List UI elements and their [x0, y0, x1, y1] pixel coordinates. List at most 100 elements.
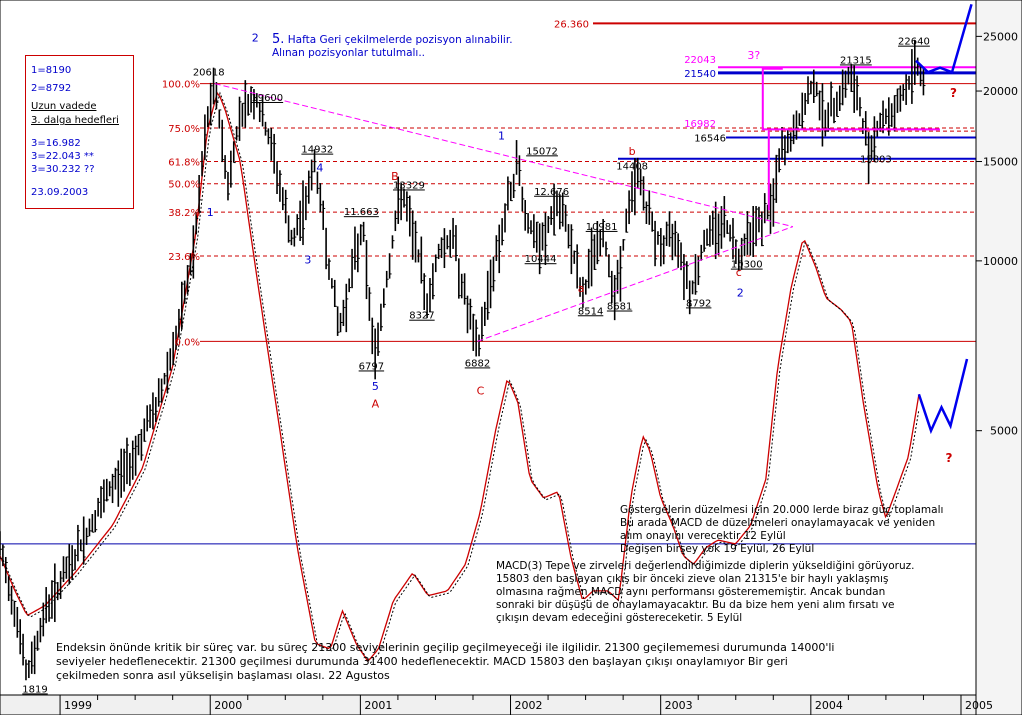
price-label: 10444 — [525, 254, 557, 265]
note-block-3-line: çekilmeden sonra asıl yükselişin başlama… — [56, 669, 390, 682]
fib-level-label: 100.0% — [162, 80, 200, 91]
macd-line — [0, 91, 920, 662]
top-note: 5. Hafta Geri çekilmelerde pozisyon alın… — [272, 33, 513, 60]
price-label: 8681 — [607, 302, 632, 313]
wave-label: 1 — [207, 206, 214, 219]
x-axis-label: 2000 — [214, 699, 242, 712]
note-block-2-line: çıkışın devam edeceğini göstereceketir. … — [496, 612, 743, 624]
wave-label: 5 — [372, 380, 379, 393]
legend-line-5: 3=16.982 — [31, 138, 81, 149]
price-label: 15072 — [526, 146, 558, 157]
legend-line-4: 3. dalga hedefleri — [31, 115, 119, 126]
price-label: 1819 — [22, 684, 47, 695]
wave-label: b — [629, 145, 636, 158]
x-axis-label: 2002 — [515, 699, 543, 712]
price-label: 20618 — [193, 68, 225, 79]
wave-label: c — [736, 266, 742, 279]
pink-target-bracket — [761, 67, 940, 131]
target-level-label: 26.360 — [554, 19, 589, 30]
fib-level-label: 23.6% — [168, 252, 200, 263]
note-block-1-line: Göstergelerin düzelmesi için 20.000 lerd… — [620, 504, 944, 516]
legend-line-2: 2=8792 — [31, 83, 72, 94]
horizontal-levels — [0, 22, 976, 545]
fib-level-label: 38.2% — [168, 208, 200, 219]
macd-projection-line — [917, 358, 969, 435]
wave-label: 1 — [498, 130, 505, 143]
note-block-2: MACD(3) Tepe ve zirveleri değerlendirdiğ… — [496, 560, 914, 625]
legend-line-7: 3=30.232 ?? — [31, 164, 95, 175]
note-block-2-line: MACD(3) Tepe ve zirveleri değerlendirdiğ… — [496, 560, 915, 572]
price-label: 13329 — [393, 180, 425, 191]
wave-label: a — [578, 282, 585, 295]
x-axis-label: 2003 — [665, 699, 693, 712]
price-label: 11.663 — [344, 207, 379, 218]
note-block-3-line: seviyeler hedeflenecektir. 21300 geçilme… — [56, 655, 788, 668]
question-mark: ? — [950, 86, 957, 100]
wave-target-legend: 1=8190 2=8792 Uzun vadede 3. dalga hedef… — [25, 55, 134, 209]
wave-label: 3 — [304, 253, 311, 266]
wave-label: 2 — [737, 286, 744, 299]
note-block-1: Göstergelerin düzelmesi için 20.000 lerd… — [620, 504, 943, 556]
y-axis-label: 20000 — [983, 85, 1018, 98]
x-axis-label: 2001 — [364, 699, 392, 712]
macd-signal-line — [0, 91, 920, 664]
y-axis-label: 15000 — [983, 156, 1018, 169]
note-block-2-line: sonraki bir düşüşü de onaylamayacaktır. … — [496, 599, 895, 611]
wave-label: A — [372, 397, 380, 410]
fib-level-label: 0.0% — [175, 337, 200, 348]
x-axis-label: 2004 — [815, 699, 843, 712]
price-label: 14932 — [301, 145, 333, 156]
wave-label: C — [477, 384, 485, 397]
y-axis-label: 10000 — [983, 255, 1018, 268]
note-block-3-line: Endeksin önünde kritik bir süreç var. bu… — [56, 641, 835, 654]
top-note-line1: Hafta Geri çekilmelerde pozisyon alınabi… — [287, 34, 513, 46]
note-block-3: Endeksin önünde kritik bir süreç var. bu… — [56, 641, 834, 683]
fib-level-label: 75.0% — [168, 124, 200, 135]
price-label: 6797 — [359, 361, 384, 372]
note-block-2-line: olmasına rağmen MACD aynı performansı gö… — [496, 586, 886, 598]
y-axis-label: 5000 — [990, 425, 1018, 438]
price-label: 8514 — [578, 306, 603, 317]
fib-level-label: 50.0% — [168, 180, 200, 191]
triangle-lower-line — [477, 226, 793, 342]
legend-line-3: Uzun vadede — [31, 101, 97, 112]
wave-label: 3? — [747, 49, 760, 62]
wave-label: B — [391, 170, 399, 183]
top-note-number: 5. — [272, 32, 285, 47]
level-22043-label: 22043 — [684, 55, 716, 66]
note-block-1-line: Değişen birşey yok 19 Eylül, 26 Eylül — [620, 543, 815, 555]
level-21540-label: 21540 — [684, 69, 716, 80]
y-axis-label: 25000 — [983, 30, 1018, 43]
level-16982-label: 16982 — [684, 119, 716, 130]
chart-labels: 100.0% 75.0% 61.8% 50.0% 38.2% 23.6% 0.0% 26.36… — [22, 19, 957, 695]
chart-overlays — [214, 3, 973, 435]
price-projection-line — [915, 3, 973, 74]
note-block-1-line: Bu arada MACD de düzeltmeleri onaylamaya… — [620, 517, 936, 529]
price-label: 14408 — [616, 161, 648, 172]
price-label: 21315 — [840, 55, 872, 66]
price-label: 8327 — [409, 311, 434, 322]
price-label: 12.676 — [534, 187, 569, 198]
note-block-2-line: 15803 den başlayan çıkış bir önceki ziev… — [496, 573, 889, 585]
price-label: 15803 — [860, 155, 892, 166]
price-label: 10300 — [731, 260, 763, 271]
note-block-1-line: alım onayını verecektir 12 Eylül — [620, 530, 786, 542]
price-label: 8792 — [686, 298, 711, 309]
macd-series — [0, 91, 920, 664]
price-label: 10981 — [586, 222, 618, 233]
triangle-upper-line — [214, 83, 793, 228]
price-label: 6882 — [465, 358, 490, 369]
question-mark: ? — [945, 451, 952, 465]
wave-label: 2 — [252, 31, 259, 44]
legend-line-8: 23.09.2003 — [31, 187, 89, 198]
legend-line-6: 3=22.043 ** — [31, 151, 94, 162]
wave-label: 4 — [316, 162, 323, 175]
price-series — [0, 40, 926, 681]
y-axis-bar — [975, 0, 1022, 715]
fib-level-label: 61.8% — [168, 158, 200, 169]
x-axis-label: 2005 — [965, 699, 993, 712]
level-16546-label: 16546 — [694, 133, 726, 144]
legend-line-1: 1=8190 — [31, 65, 72, 76]
